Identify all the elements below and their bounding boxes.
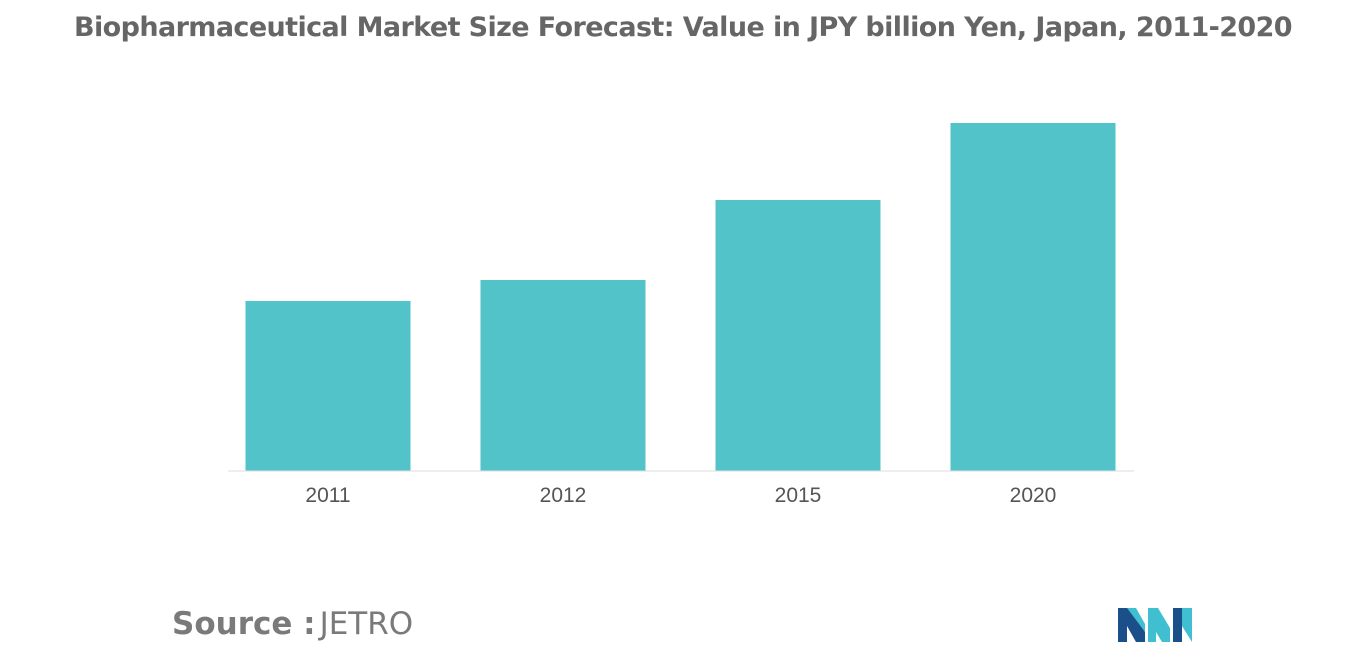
source-note: Source : JETRO [172, 606, 413, 642]
bars-group [245, 123, 1116, 471]
x-tick-label-2011: 2011 [305, 484, 350, 507]
chart-title: Biopharmaceutical Market Size Forecast: … [74, 12, 1293, 43]
bar-chart: 2011 2012 2015 2020 [228, 123, 1134, 507]
x-tick-label-2012: 2012 [540, 484, 587, 507]
bar-2020 [950, 123, 1116, 471]
bar-2015 [715, 200, 881, 471]
x-tick-labels: 2011 2012 2015 2020 [305, 484, 1056, 507]
source-label: Source : [172, 606, 316, 642]
x-tick-label-2020: 2020 [1010, 484, 1057, 507]
bar-2011 [245, 301, 411, 471]
bar-2012 [480, 280, 646, 471]
source-value: JETRO [319, 606, 414, 642]
mordor-intelligence-logo-icon [1118, 608, 1192, 642]
x-tick-label-2015: 2015 [775, 484, 822, 507]
